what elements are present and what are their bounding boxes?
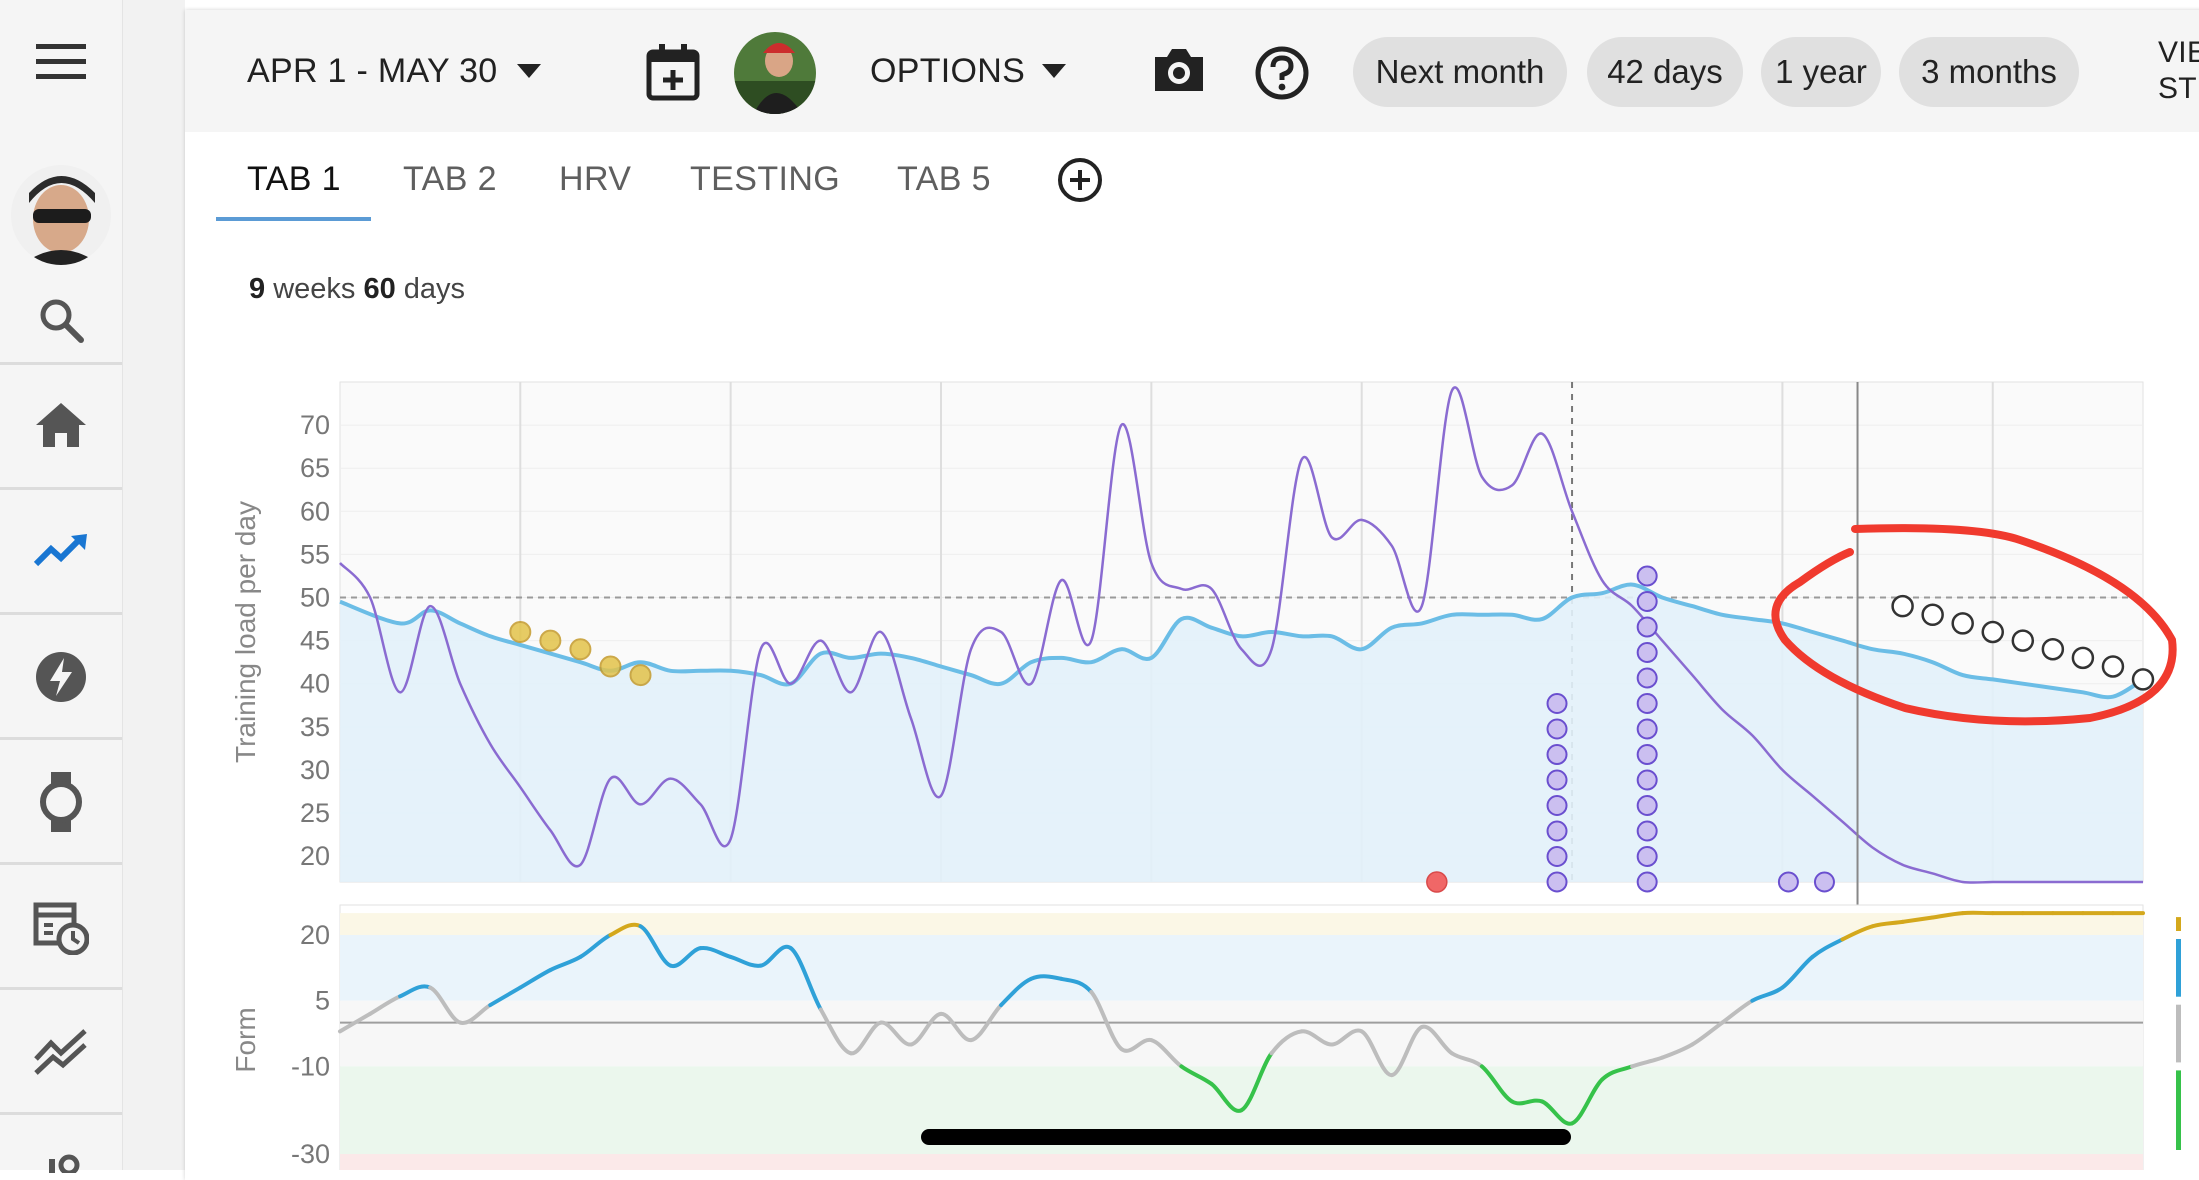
y-tick-label: 50	[300, 583, 330, 613]
highlighted-point	[570, 639, 590, 659]
form-y-tick-label: 20	[300, 920, 330, 950]
activity-dot	[1638, 618, 1657, 637]
legend-color-bar	[2176, 917, 2181, 931]
activity-dot	[1638, 873, 1657, 892]
activity-dot	[1638, 847, 1657, 866]
activity-dot	[1638, 745, 1657, 764]
planned-point	[1983, 622, 2003, 642]
legend-color-bar	[2176, 1005, 2181, 1063]
planned-point	[2043, 639, 2063, 659]
activity-dot	[1548, 694, 1567, 713]
activity-dot	[1548, 873, 1567, 892]
highlighted-point	[540, 631, 560, 651]
activity-dot	[1548, 771, 1567, 790]
y-tick-label: 65	[300, 453, 330, 483]
y-tick-label: 30	[300, 755, 330, 785]
y-axis-title: Training load per day	[230, 501, 261, 763]
form-y-tick-label: 5	[315, 986, 330, 1016]
legend-color-bar	[2176, 1070, 2181, 1150]
activity-dot	[1548, 720, 1567, 739]
activity-dot	[1638, 720, 1657, 739]
activity-dot	[1548, 796, 1567, 815]
activity-dot	[1815, 873, 1834, 892]
highlighted-point	[510, 622, 530, 642]
activity-dot	[1638, 822, 1657, 841]
zone-fresh	[340, 935, 2143, 1001]
y-tick-label: 55	[300, 539, 330, 569]
y-tick-label: 25	[300, 798, 330, 828]
activity-dot	[1548, 745, 1567, 764]
zone-transition	[340, 913, 2143, 935]
home-indicator-bar	[921, 1129, 1571, 1145]
planned-point	[1893, 596, 1913, 616]
event-marker	[1427, 872, 1447, 892]
activity-dot	[1548, 847, 1567, 866]
planned-point	[1923, 605, 1943, 625]
activity-dot	[1638, 669, 1657, 688]
planned-point	[1953, 613, 1973, 633]
activity-dot	[1548, 822, 1567, 841]
activity-dot	[1638, 567, 1657, 586]
activity-dot	[1638, 643, 1657, 662]
y-tick-label: 40	[300, 669, 330, 699]
form-y-tick-label: -30	[291, 1139, 330, 1169]
y-tick-label: 20	[300, 841, 330, 871]
y-tick-label: 70	[300, 410, 330, 440]
y-tick-label: 45	[300, 626, 330, 656]
activity-dot	[1638, 771, 1657, 790]
form-y-tick-label: -10	[291, 1051, 330, 1081]
planned-point	[2013, 631, 2033, 651]
y-tick-label: 60	[300, 496, 330, 526]
planned-point	[2133, 669, 2153, 689]
highlighted-point	[600, 656, 620, 676]
activity-dot	[1638, 592, 1657, 611]
planned-point	[2073, 648, 2093, 668]
form-axis-title: Form	[230, 1007, 261, 1072]
planned-point	[2103, 656, 2123, 676]
highlighted-point	[631, 665, 651, 685]
activity-dot	[1779, 873, 1798, 892]
legend-color-bar	[2176, 939, 2181, 997]
zone-grey	[340, 1001, 2143, 1067]
activity-dot	[1638, 796, 1657, 815]
zone-high-risk	[340, 1154, 2143, 1170]
y-tick-label: 35	[300, 712, 330, 742]
activity-dot	[1638, 694, 1657, 713]
